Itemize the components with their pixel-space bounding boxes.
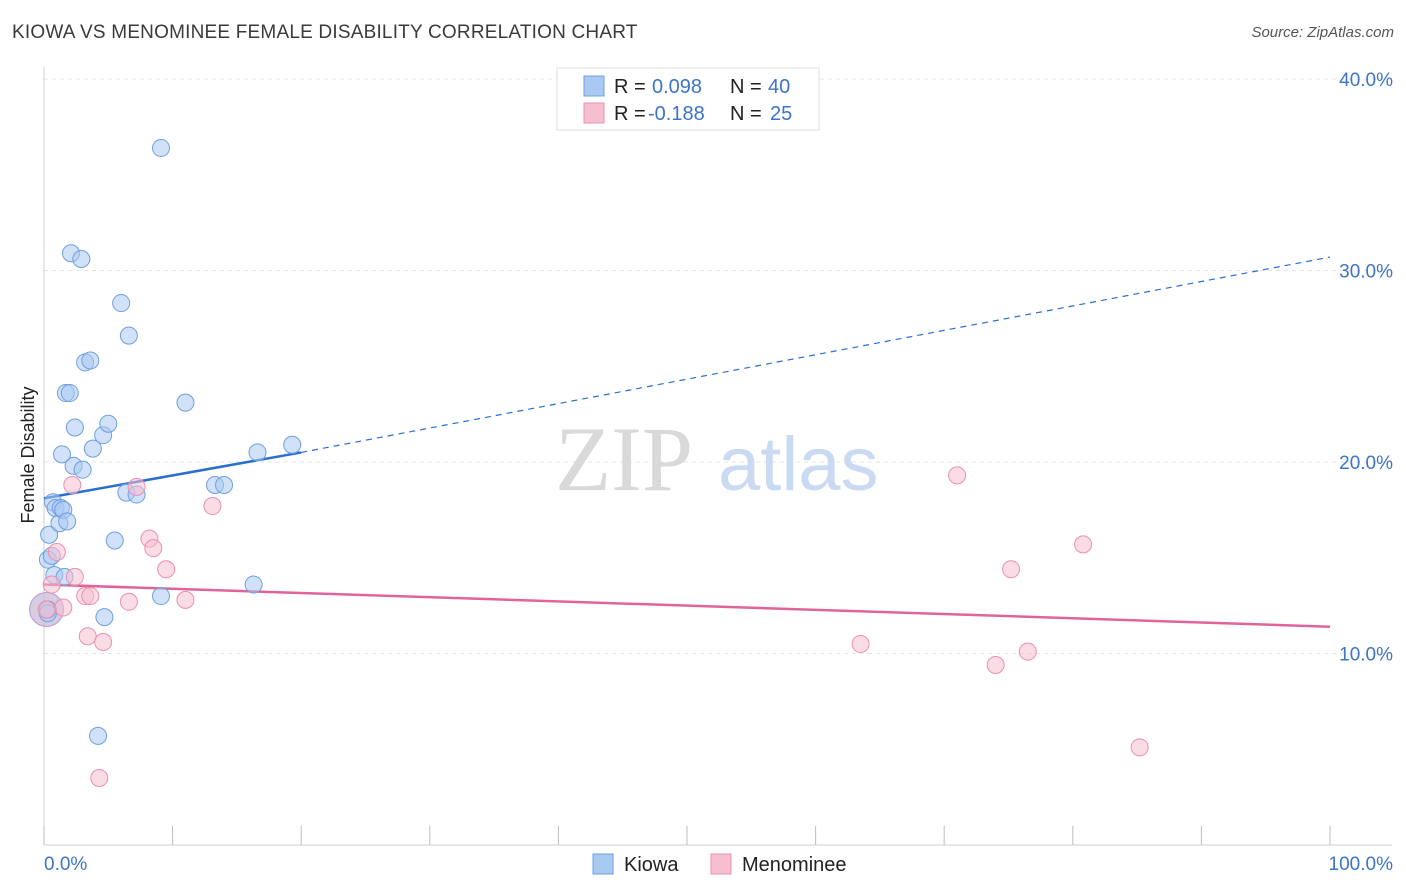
point-menominee-23: [1074, 535, 1093, 554]
point-menominee-18: [851, 634, 870, 653]
point-menominee-12: [127, 477, 146, 496]
y-tick-label-40: 40.0%: [1339, 70, 1393, 91]
axes: [43, 67, 1392, 846]
point-kiowa-3: [40, 525, 59, 544]
point-kiowa-29: [112, 294, 131, 313]
point-kiowa-23: [83, 439, 102, 458]
legend-n-value-kiowa: 40: [768, 76, 790, 98]
point-kiowa-31: [119, 326, 138, 345]
y-tick-label-10: 10.0%: [1339, 645, 1393, 666]
point-kiowa-35: [176, 393, 195, 412]
bottom-swatch-kiowa: [592, 853, 614, 875]
point-kiowa-33: [152, 138, 171, 157]
point-menominee-20: [986, 655, 1005, 674]
point-menominee-16: [176, 590, 195, 609]
point-menominee-19: [948, 466, 967, 485]
legend-r-label-kiowa: R =: [614, 76, 646, 98]
point-menominee-10: [94, 633, 113, 652]
legend-swatch-kiowa: [583, 75, 605, 97]
y-axis-label: Female Disability: [18, 386, 38, 523]
point-kiowa-18: [65, 418, 84, 437]
point-menominee-2: [47, 543, 66, 562]
data-points: [29, 138, 1149, 787]
point-kiowa-15: [60, 384, 79, 403]
point-menominee-7: [78, 627, 97, 646]
watermark-zip: ZIP: [555, 408, 693, 510]
legend-r-value-kiowa: 0.098: [652, 76, 702, 98]
watermark-atlas: atlas: [718, 422, 879, 507]
point-kiowa-10: [53, 445, 72, 464]
point-menominee-24: [1130, 738, 1149, 757]
trend-line-menominee: [43, 583, 1331, 628]
legend-n-label-menominee: N =: [730, 103, 762, 125]
point-menominee-3: [54, 598, 73, 617]
point-menominee-8: [81, 587, 100, 606]
point-kiowa-24: [89, 726, 108, 745]
point-kiowa-40: [283, 435, 302, 454]
x-tick-label-max: 100.0%: [1329, 854, 1394, 875]
tick-labels: 10.0% 20.0% 30.0% 40.0% 0.0% 100.0%: [44, 70, 1393, 875]
point-kiowa-20: [73, 460, 92, 479]
source-label: Source: ZipAtlas.com: [1251, 24, 1394, 41]
point-kiowa-37: [215, 475, 234, 494]
legend-swatch-menominee: [583, 102, 605, 124]
point-menominee-0: [37, 600, 56, 619]
grid-lines: [44, 78, 1392, 654]
point-menominee-5: [65, 567, 84, 586]
legend-r-label-menominee: R =: [614, 103, 646, 125]
x-tick-label-min: 0.0%: [44, 854, 87, 875]
y-tick-label-30: 30.0%: [1339, 262, 1393, 283]
point-menominee-15: [157, 560, 176, 579]
point-menominee-17: [203, 497, 222, 516]
point-menominee-4: [63, 475, 82, 494]
point-menominee-11: [119, 592, 138, 611]
point-kiowa-22: [81, 351, 100, 370]
y-tick-label-20: 20.0%: [1339, 453, 1393, 474]
bottom-swatch-menominee: [710, 853, 732, 875]
series-legend: Kiowa Menominee: [592, 853, 847, 876]
point-kiowa-39: [248, 443, 267, 462]
point-menominee-9: [90, 768, 109, 787]
bottom-label-kiowa: Kiowa: [624, 854, 679, 876]
point-kiowa-34: [152, 587, 171, 606]
point-kiowa-28: [105, 531, 124, 550]
point-kiowa-14: [58, 512, 77, 531]
point-menominee-1: [42, 575, 61, 594]
point-menominee-21: [1002, 560, 1021, 579]
stats-legend: R = 0.098 N = 40 R = -0.188 N = 25: [556, 67, 820, 131]
bottom-label-menominee: Menominee: [742, 854, 847, 876]
trend-line-kiowa-extension: [301, 256, 1331, 454]
point-kiowa-26: [95, 608, 114, 627]
point-kiowa-27: [99, 414, 118, 433]
legend-n-label-kiowa: N =: [730, 76, 762, 98]
legend-n-value-menominee: 25: [770, 103, 792, 125]
point-menominee-22: [1018, 642, 1037, 661]
point-kiowa-38: [244, 575, 263, 594]
legend-r-value-menominee: -0.188: [648, 103, 705, 125]
chart-title: KIOWA VS MENOMINEE FEMALE DISABILITY COR…: [12, 22, 638, 43]
point-kiowa-19: [72, 250, 91, 269]
point-menominee-14: [144, 539, 163, 558]
